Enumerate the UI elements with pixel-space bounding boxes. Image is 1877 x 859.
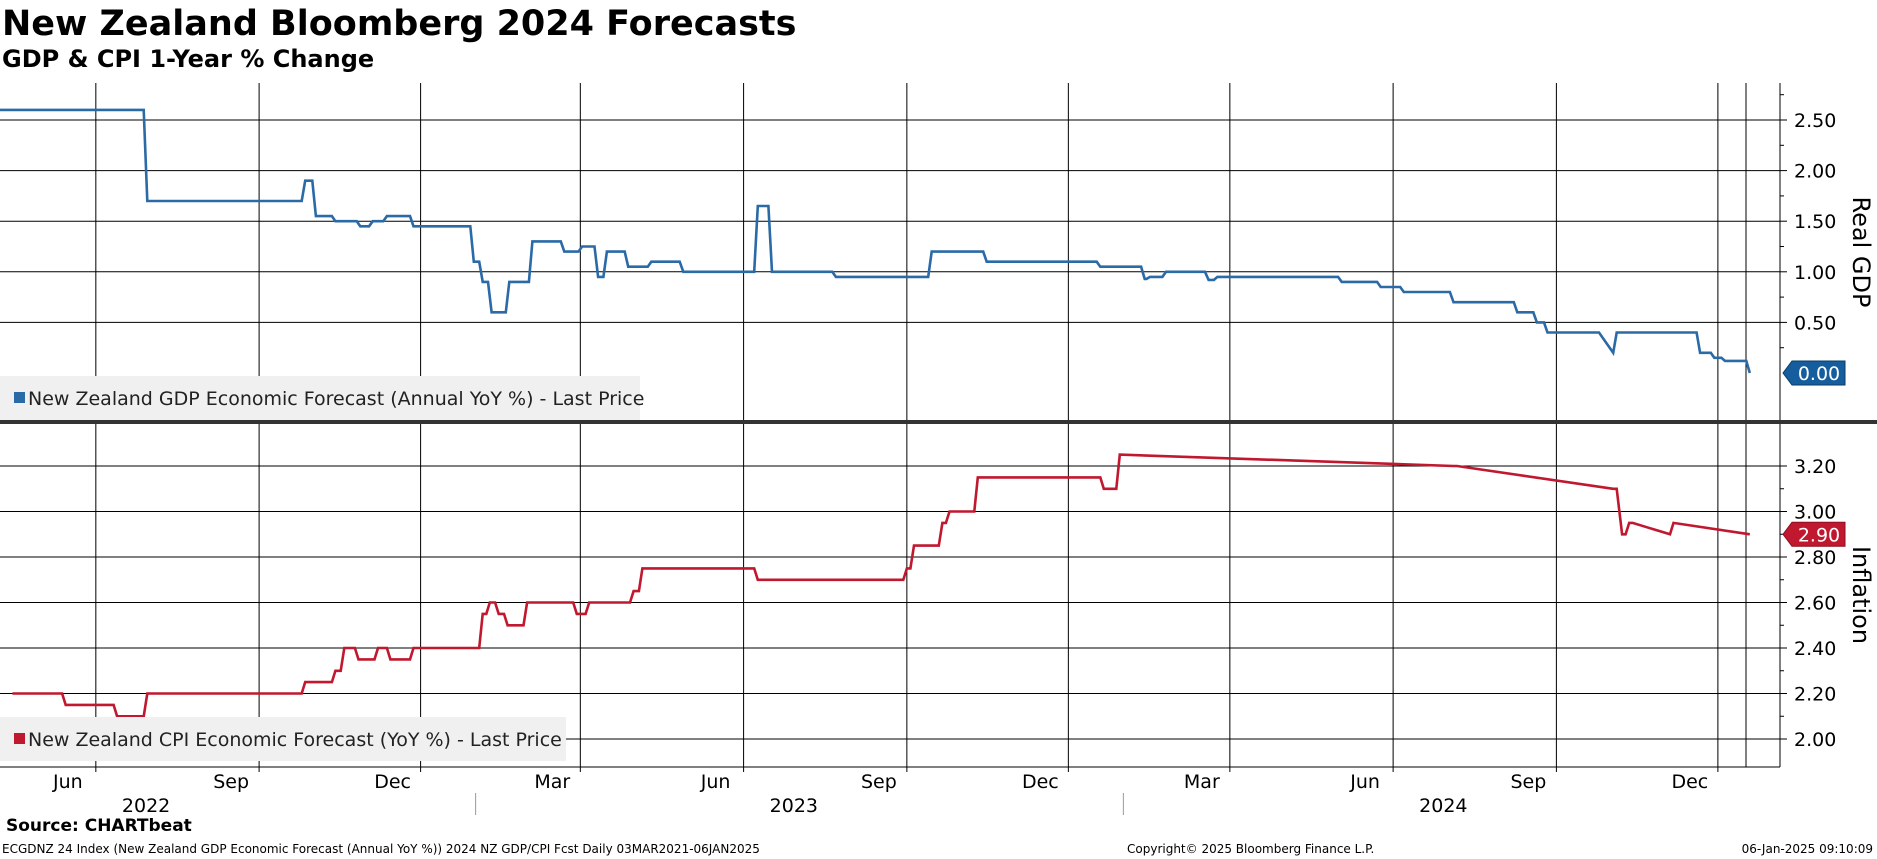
gdp-series-line	[0, 108, 1752, 374]
chart-title: New Zealand Bloomberg 2024 Forecasts	[2, 4, 797, 44]
y-tick-label: 3.20	[1794, 456, 1836, 478]
chart-subtitle: GDP & CPI 1-Year % Change	[2, 45, 375, 73]
y-tick-label: 2.60	[1794, 593, 1836, 615]
legend-box	[0, 376, 640, 420]
last-value-label: 2.90	[1798, 524, 1840, 546]
legend-box	[0, 717, 566, 761]
cpi-series-line	[12, 453, 1750, 718]
y-tick-label: 2.00	[1794, 161, 1836, 183]
cpi-panel: 2.00 2.20 2.40 2.60 2.80 3.00 3.20 Inflation 2.9…	[0, 423, 1875, 767]
copyright-note: Copyright© 2025 Bloomberg Finance L.P.	[1127, 842, 1375, 856]
legend-label: New Zealand CPI Economic Forecast (YoY %…	[28, 729, 562, 751]
y-tick-label: 2.80	[1794, 547, 1836, 569]
x-year-label: 2022	[122, 795, 170, 815]
last-value-tag	[1782, 521, 1846, 547]
x-tick-label: Dec	[1671, 771, 1708, 793]
last-value-label: 0.00	[1798, 363, 1840, 385]
panel-separator	[0, 420, 1877, 424]
legend-swatch	[14, 392, 25, 403]
y-tick-label: 1.50	[1794, 211, 1836, 233]
y-tick-label: 2.20	[1794, 684, 1836, 706]
legend-label: New Zealand GDP Economic Forecast (Annua…	[28, 388, 644, 410]
source-note: Source: CHARTbeat	[6, 816, 192, 836]
y-axis-title-cpi: Inflation	[1847, 546, 1875, 644]
timestamp: 06-Jan-2025 09:10:09	[1741, 842, 1873, 856]
gdp-panel: 0.50 1.00 1.50 2.00 2.50 Real GDP 0.00 New Zeal…	[0, 83, 1875, 421]
series-description: ECGDNZ 24 Index (New Zealand GDP Economi…	[2, 842, 760, 856]
last-value-tag	[1782, 360, 1846, 386]
x-tick-label: Mar	[534, 771, 570, 793]
y-tick-label: 3.00	[1794, 502, 1836, 524]
y-tick-label: 2.40	[1794, 638, 1836, 660]
y-axis-title-gdp: Real GDP	[1847, 197, 1875, 308]
x-tick-label: Jun	[700, 771, 731, 793]
y-tick-label: 1.00	[1794, 262, 1836, 284]
x-tick-label: Sep	[213, 771, 249, 793]
x-tick-label: Dec	[1022, 771, 1059, 793]
x-tick-label: Mar	[1184, 771, 1220, 793]
legend-swatch	[14, 733, 25, 744]
x-tick-label: Sep	[1510, 771, 1546, 793]
y-tick-label: 2.00	[1794, 729, 1836, 751]
dual-panel-line-chart: 0.50 1.00 1.50 2.00 2.50 Real GDP 0.00 New Zeal…	[0, 83, 1877, 815]
x-tick-label: Sep	[861, 771, 897, 793]
y-tick-label: 0.50	[1794, 312, 1836, 334]
x-tick-label: Dec	[374, 771, 411, 793]
x-tick-label: Jun	[52, 771, 83, 793]
y-tick-label: 2.50	[1794, 110, 1836, 132]
x-tick-label: Jun	[1349, 771, 1380, 793]
x-year-label: 2024	[1419, 795, 1467, 815]
x-year-label: 2023	[770, 795, 818, 815]
